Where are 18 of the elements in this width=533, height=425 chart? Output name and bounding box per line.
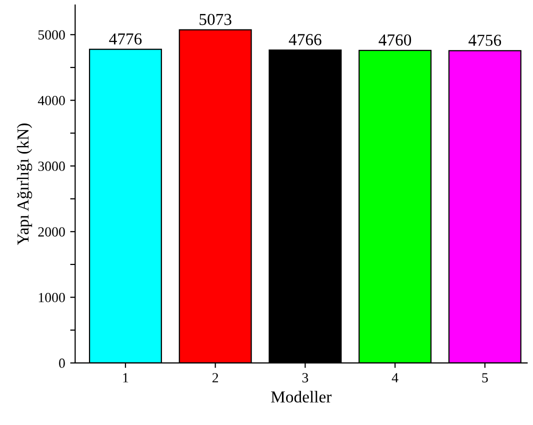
y-tick-label: 4000 bbox=[38, 96, 65, 106]
y-tick-label: 3000 bbox=[38, 162, 65, 171]
data-label: 4776 bbox=[109, 33, 142, 45]
y-tick-label: 5000 bbox=[38, 30, 65, 40]
y-tick-label: 0 bbox=[59, 358, 65, 368]
x-tick-label: 5 bbox=[482, 373, 488, 382]
y-tick-label: 2000 bbox=[38, 227, 65, 237]
y-tick-label: 1000 bbox=[38, 292, 65, 302]
data-label: 4760 bbox=[378, 34, 412, 46]
x-tick-label: 3 bbox=[302, 373, 308, 382]
data-label: 5073 bbox=[200, 14, 232, 26]
y-axis-title: Yapı Ağırlığı (kN) bbox=[16, 124, 32, 246]
x-tick-label: 2 bbox=[212, 373, 218, 382]
data-label: 4756 bbox=[468, 34, 502, 46]
x-tick-label: 4 bbox=[392, 373, 398, 382]
x-tick-label: 1 bbox=[123, 373, 128, 382]
data-label: 4766 bbox=[288, 34, 322, 46]
x-axis-title: Modeller bbox=[271, 390, 332, 403]
